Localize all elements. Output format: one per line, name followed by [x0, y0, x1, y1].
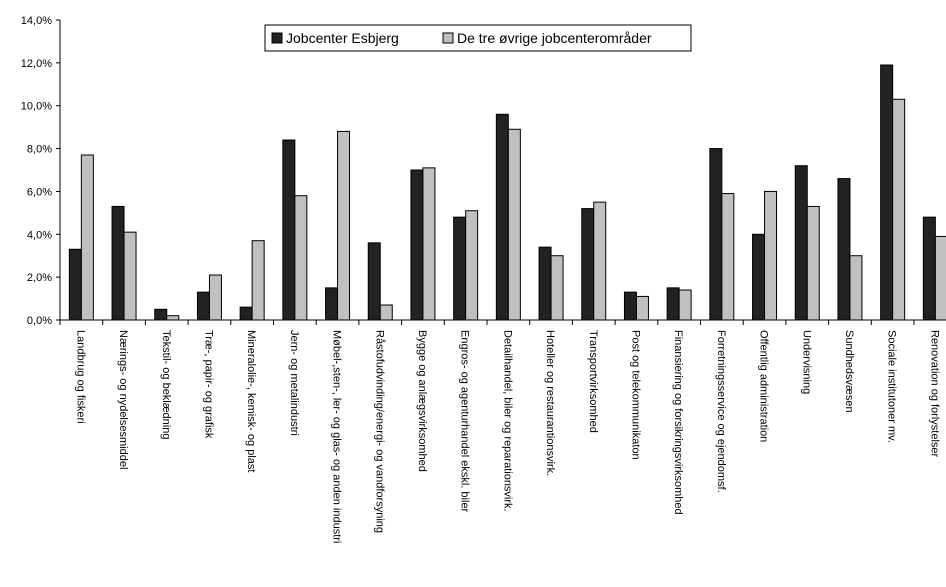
bar-others — [166, 315, 180, 321]
bar-esbjerg — [239, 306, 253, 321]
x-category-label: Sundhedsvæsen — [843, 330, 855, 413]
bar-esbjerg — [752, 233, 766, 321]
y-tick-label: 14,0% — [21, 15, 52, 27]
bar-esbjerg — [709, 148, 723, 321]
x-category-label: Bygge og anlægsvirksomhed — [416, 330, 428, 472]
bar-others — [593, 201, 607, 321]
y-tick-label: 10,0% — [21, 101, 52, 113]
x-category-label: Tekstil- og beklædning — [160, 330, 172, 439]
x-category-label: Engros- og agenturhandel ekskl. biler — [459, 330, 471, 513]
y-tick-label: 4,0% — [27, 229, 52, 241]
bar-others — [892, 98, 906, 321]
bar-others — [550, 255, 564, 321]
bar-others — [934, 235, 946, 321]
bar-esbjerg — [837, 178, 851, 321]
bar-others — [678, 289, 692, 321]
legend: Jobcenter Esbjerg De tre øvrige jobcente… — [264, 24, 692, 52]
x-category-label: Offentlig administration — [758, 330, 770, 442]
x-category-label: Træ-, papir- og grafisk — [202, 330, 214, 439]
y-tick-label: 12,0% — [21, 58, 52, 70]
bar-others — [806, 205, 820, 321]
bar-esbjerg — [410, 169, 424, 321]
bar-others — [379, 304, 393, 321]
bar-others — [721, 193, 735, 321]
bar-esbjerg — [282, 139, 296, 321]
bar-esbjerg — [495, 113, 509, 321]
bar-esbjerg — [794, 165, 808, 321]
bar-esbjerg — [538, 246, 552, 321]
bar-others — [251, 240, 265, 321]
bar-others — [764, 190, 778, 321]
bar-esbjerg — [880, 64, 894, 321]
bar-others — [422, 167, 436, 321]
bar-esbjerg — [367, 242, 381, 321]
bar-esbjerg — [68, 248, 82, 321]
bar-esbjerg — [922, 216, 936, 321]
bar-others — [294, 195, 308, 321]
bar-esbjerg — [581, 208, 595, 321]
x-category-label: Hoteller og restaurantionsvirk. — [544, 330, 556, 476]
bar-esbjerg — [623, 291, 637, 321]
bar-esbjerg — [453, 216, 467, 321]
y-tick-label: 6,0% — [27, 186, 52, 198]
bar-others — [849, 255, 863, 321]
y-tick-label: 8,0% — [27, 144, 52, 156]
x-category-label: Nærings- og nydelsesmiddel — [117, 330, 129, 469]
x-axis: Landbrug og fiskeri Nærings- og nydelsesm… — [59, 319, 946, 543]
bar-others — [635, 295, 649, 321]
x-category-label: Råstofudvinding/energi- og vandforsyning — [373, 330, 385, 533]
legend-swatch-others — [442, 32, 454, 44]
bar-esbjerg — [325, 287, 339, 321]
y-axis: 0,0% 2,0% 4,0% 6,0% 8,0% 10,0% 12,0% 14,0% — [21, 15, 61, 327]
y-tick-label: 2,0% — [27, 272, 52, 284]
x-category-label: Transportvirksomhed — [587, 330, 599, 433]
bar-esbjerg — [111, 205, 125, 321]
x-category-label: Landbrug og fiskeri — [74, 330, 86, 424]
y-tick-label: 0,0% — [27, 315, 52, 327]
legend-box — [264, 24, 692, 52]
bar-others — [465, 210, 479, 321]
x-category-label: Undervisning — [800, 330, 812, 394]
bar-others — [123, 231, 137, 321]
bar-others — [80, 154, 94, 321]
legend-label-others: De tre øvrige jobcenterområder — [457, 30, 652, 46]
x-category-label: Renovation og forlystelser — [928, 330, 940, 458]
bar-others — [507, 128, 521, 321]
bar-others — [208, 274, 222, 321]
bar-esbjerg — [666, 287, 680, 321]
x-category-label: Forretningsservice og ejendomsf. — [715, 330, 727, 493]
x-category-label: Finansiering og forsikringsvirksomhed — [672, 330, 684, 515]
bar-esbjerg — [154, 308, 168, 321]
bar-esbjerg — [196, 291, 210, 321]
legend-swatch-esbjerg — [271, 32, 283, 44]
x-category-label: Mineralolie-, kemisk- og plast — [245, 330, 257, 472]
x-category-label: Post og telekommunikaton — [629, 330, 641, 460]
bar-others — [337, 130, 351, 321]
x-category-label: Detailhandel, biler og reparationsvirk. — [501, 330, 513, 512]
bars — [68, 64, 946, 321]
legend-label-esbjerg: Jobcenter Esbjerg — [286, 30, 399, 46]
x-category-label: Møbel-,sten-, ler- og glas- og anden ind… — [331, 330, 343, 543]
x-category-label: Sociale institutoner mv. — [886, 330, 898, 443]
x-category-label: Jern- og metalindustri — [288, 330, 300, 436]
